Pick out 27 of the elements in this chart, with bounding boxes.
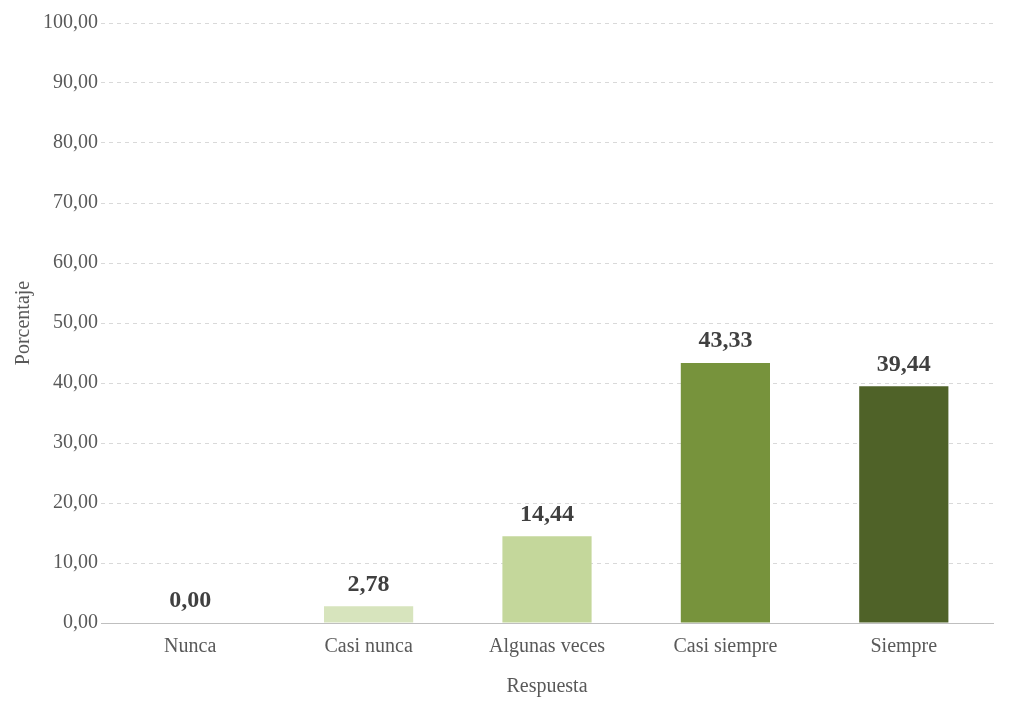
y-tick-label: 20,00 [53,490,98,513]
data-label: 0,00 [169,586,212,613]
data-label: 14,44 [520,499,574,526]
data-label: 2,78 [347,569,390,596]
x-tick-label: Casi siempre [673,634,778,658]
bar [680,363,770,623]
bar [502,536,592,623]
bar [324,606,414,623]
y-tick-label: 0,00 [63,610,98,633]
x-tick-label: Nunca [164,634,217,657]
x-tick-label: Casi nunca [324,634,413,657]
y-tick-label: 70,00 [53,190,98,213]
y-tick-label: 100,00 [43,10,98,33]
y-tick-label: 80,00 [53,130,98,153]
x-axis-title: Respuesta [506,674,588,698]
y-tick-label: 90,00 [53,70,98,93]
data-label: 43,33 [698,326,753,353]
y-tick-label: 10,00 [53,550,98,573]
bar [859,386,949,623]
y-tick-label: 30,00 [53,430,98,453]
x-tick-label: Algunas veces [488,634,606,658]
y-tick-label: 60,00 [53,250,98,273]
y-axis-title: Porcentaje [11,280,35,366]
y-tick-label: 50,00 [53,310,98,333]
data-label: 39,44 [876,349,931,376]
x-tick-label: Siempre [870,634,938,658]
y-tick-label: 40,00 [53,370,98,393]
